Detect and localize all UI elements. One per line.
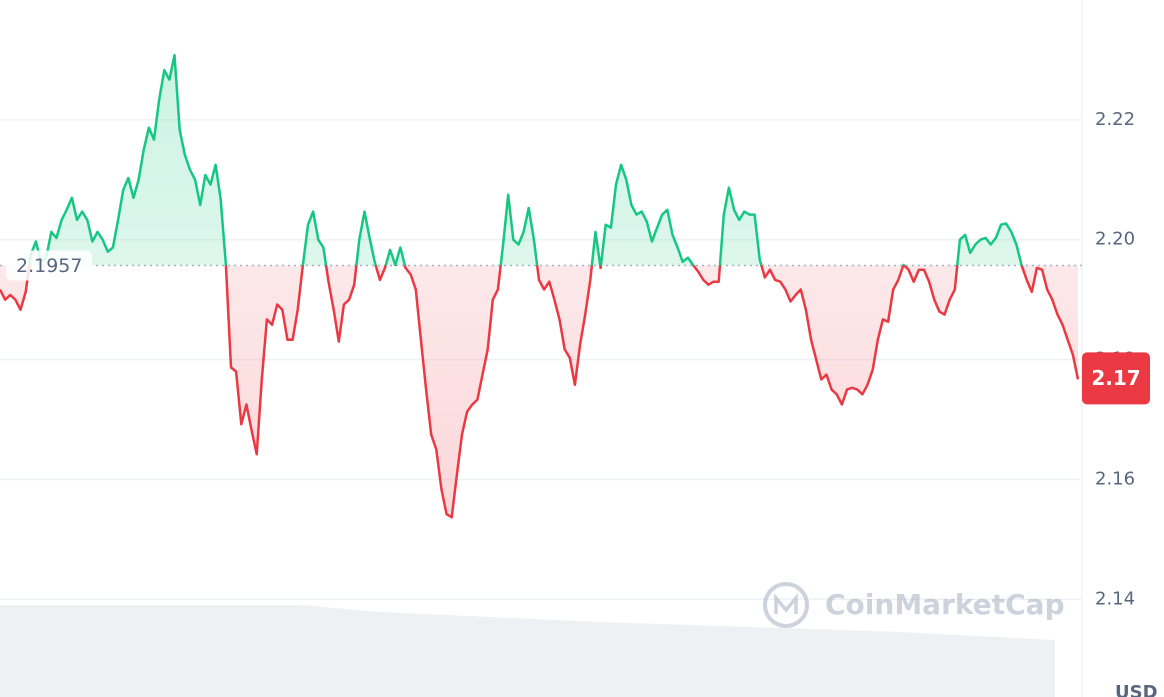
grid: 2.142.162.182.202.22: [0, 109, 1135, 609]
y-tick-label: 2.22: [1095, 109, 1135, 130]
price-line-up: [28, 53, 1024, 266]
watermark-logo: [763, 582, 809, 628]
area-up: [0, 55, 1078, 266]
watermark: CoinMarketCap: [763, 582, 1065, 628]
volume-backdrop: [0, 605, 1055, 697]
reference-label: 2.1957: [16, 255, 82, 277]
area-down: [0, 265, 1078, 518]
reference-label-box: [6, 250, 92, 281]
price-line-down: [0, 265, 1080, 519]
plot: [0, 53, 1082, 519]
currency-label: USD: [1115, 682, 1158, 697]
price-badge: [1082, 352, 1150, 405]
y-tick-label: 2.14: [1095, 588, 1135, 609]
y-tick-label: 2.16: [1095, 468, 1135, 489]
watermark-logo-m: [774, 593, 798, 614]
watermark-text: CoinMarketCap: [825, 588, 1065, 621]
y-tick-label: 2.20: [1095, 229, 1135, 250]
price-badge-label: 2.17: [1091, 366, 1140, 390]
overlay: 2.1957 2.17 USD: [6, 250, 1158, 697]
